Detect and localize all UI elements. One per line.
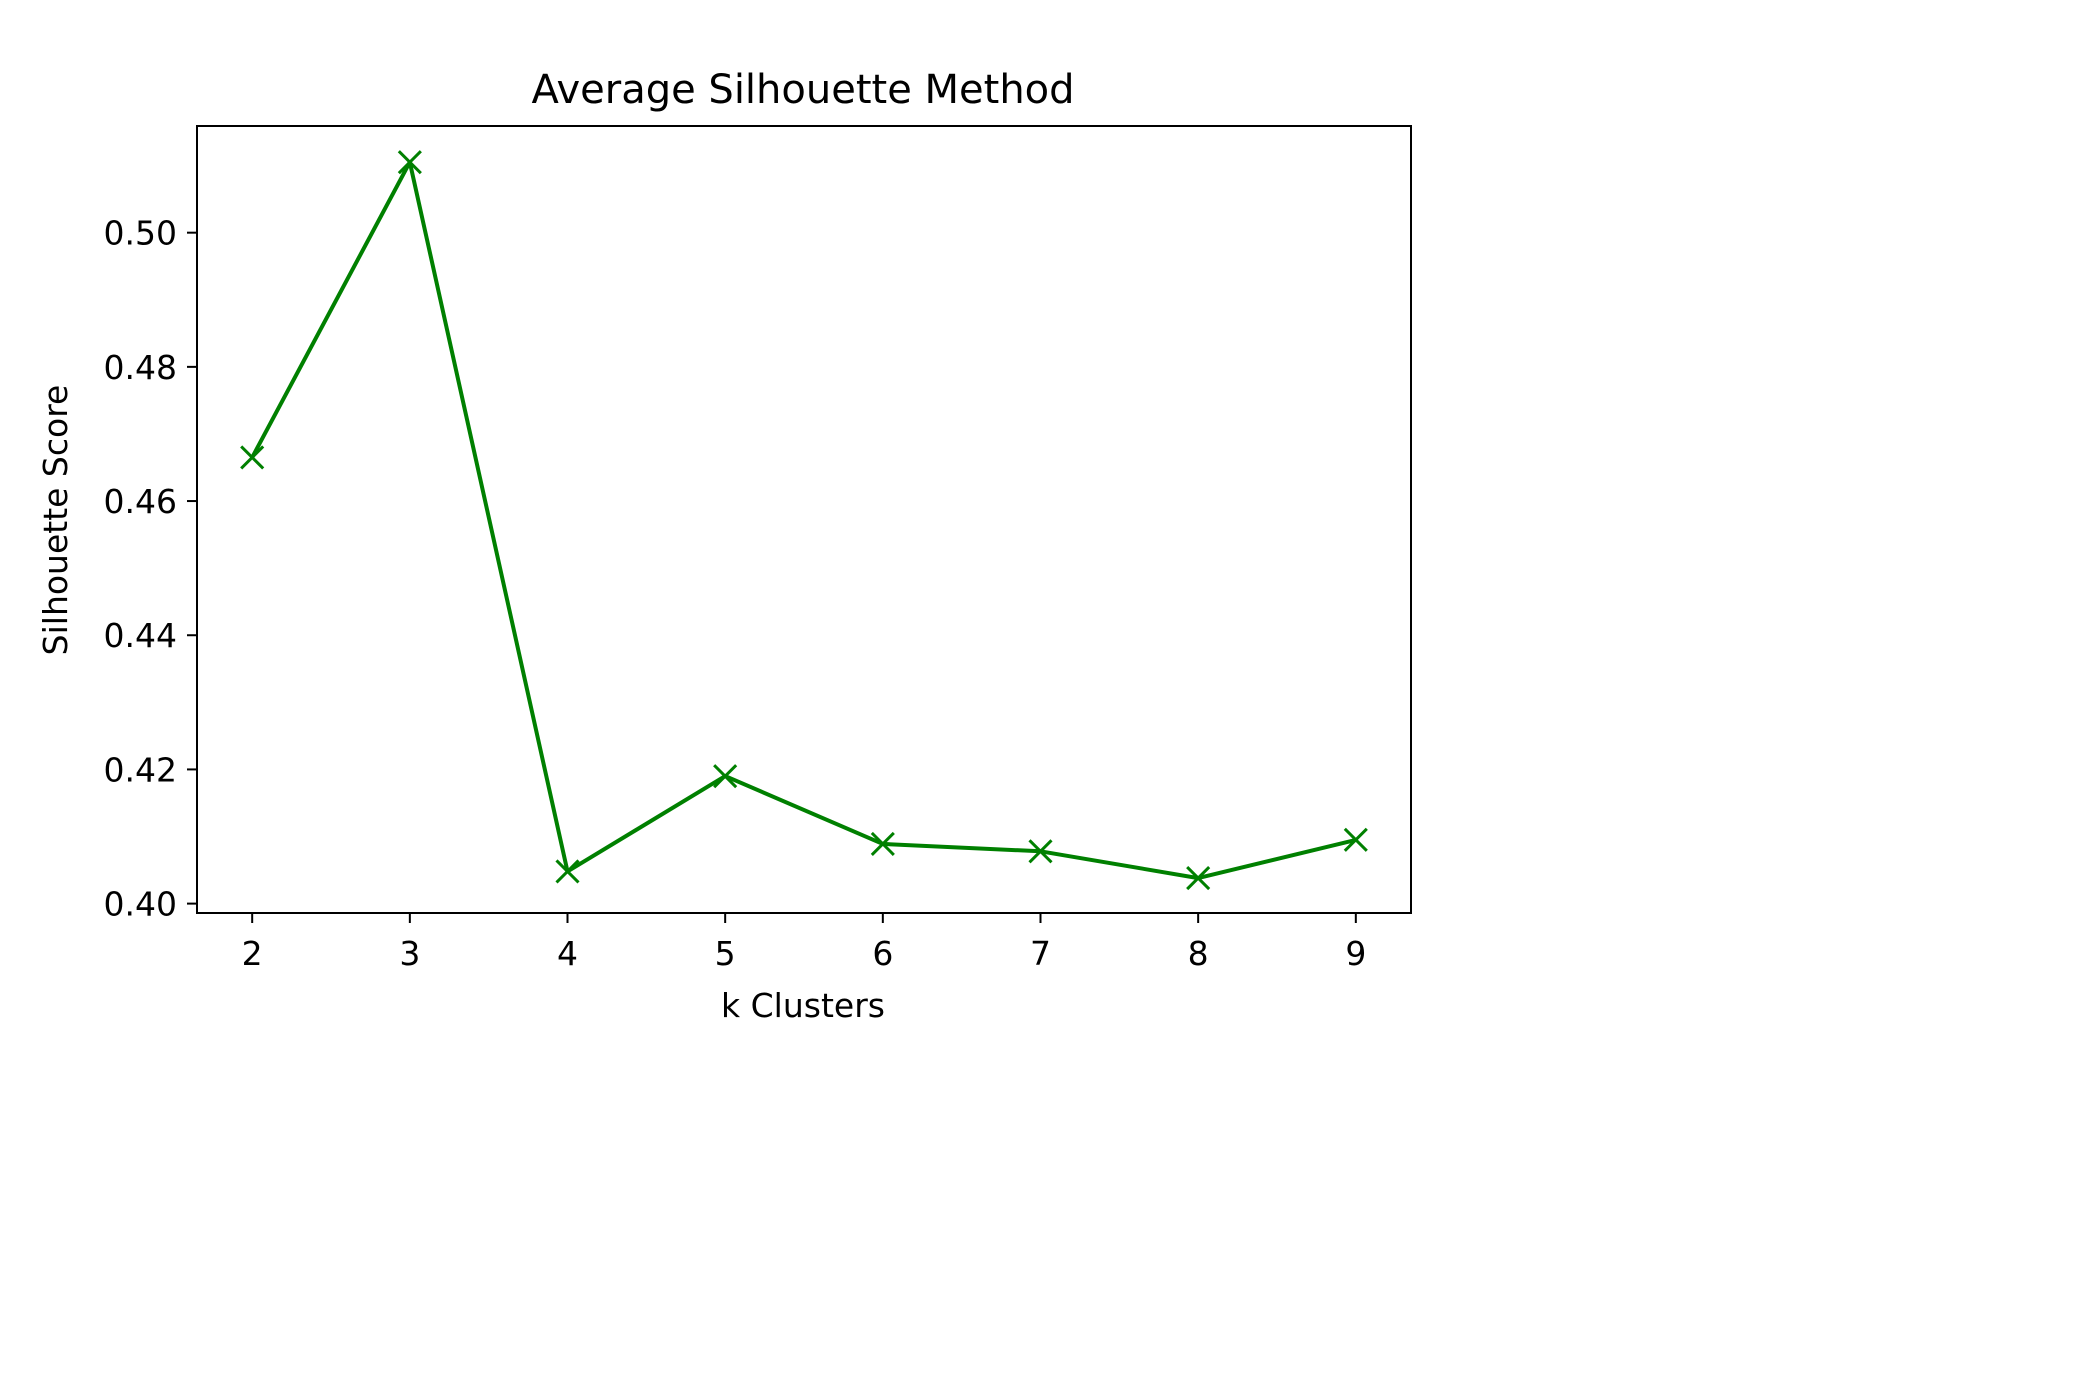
x-tick-label: 9 [1345, 934, 1366, 973]
data-point-marker [1343, 827, 1368, 852]
data-point-marker [713, 764, 738, 789]
y-tick-label: 0.46 [104, 482, 177, 521]
y-tick-label: 0.44 [104, 616, 177, 655]
data-point-marker [397, 150, 422, 175]
x-axis-ticks: 2 3 4 5 6 7 8 9 [242, 913, 1366, 973]
x-tick-label: 5 [715, 934, 736, 973]
plot-frame [196, 125, 1412, 914]
y-tick-label: 0.48 [104, 348, 177, 387]
data-point-marker [1028, 839, 1053, 864]
series-line [250, 160, 1357, 881]
x-axis-label: k Clusters [721, 986, 885, 1025]
axes [196, 125, 1412, 914]
line-chart: 2 3 4 5 6 7 8 9 0.40 0.42 0.44 0.46 0.48 0.50 Averag… [36, 67, 1412, 1025]
x-tick-label: 7 [1030, 934, 1051, 973]
x-tick-label: 4 [557, 934, 578, 973]
y-tick-label: 0.40 [104, 885, 177, 924]
chart-title: Average Silhouette Method [531, 67, 1074, 113]
x-tick-label: 6 [872, 934, 893, 973]
data-point-marker [870, 831, 895, 856]
data-point-marker [1186, 866, 1211, 891]
x-tick-label: 2 [242, 934, 263, 973]
y-axis-label: Silhouette Score [36, 385, 75, 656]
y-tick-label: 0.42 [104, 750, 177, 789]
data-point-marker [240, 445, 265, 470]
y-axis-ticks: 0.40 0.42 0.44 0.46 0.48 0.50 [104, 214, 197, 924]
x-tick-label: 3 [399, 934, 420, 973]
chart-container: 2 3 4 5 6 7 8 9 0.40 0.42 0.44 0.46 0.48 0.50 Averag… [36, 67, 1412, 1025]
data-point-marker [555, 859, 580, 884]
x-tick-label: 8 [1188, 934, 1209, 973]
series-layer [240, 150, 1368, 891]
y-tick-label: 0.50 [104, 214, 177, 253]
